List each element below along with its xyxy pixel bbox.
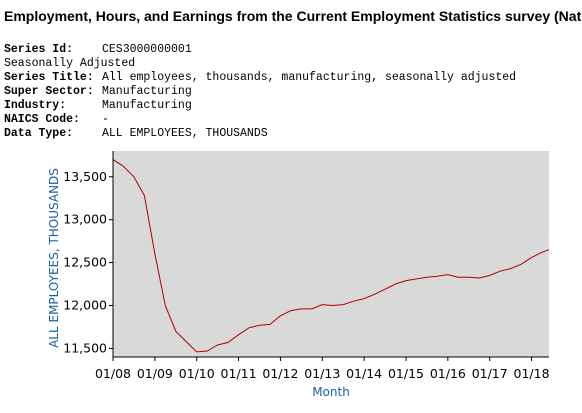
y-axis-label: ALL EMPLOYEES, THOUSANDS [47, 168, 61, 348]
series-info-row: Series Title: All employees, thousands, m… [4, 71, 516, 85]
series-info-value: ALL EMPLOYEES, THOUSANDS [102, 127, 268, 140]
x-tick-label: 01/11 [221, 366, 257, 381]
series-info-key: NAICS Code: [4, 113, 80, 126]
x-tick-label: 01/10 [179, 366, 215, 381]
series-info-row: Data Type: ALL EMPLOYEES, THOUSANDS [4, 127, 516, 141]
series-info-row: NAICS Code: - [4, 113, 516, 127]
y-tick-label: 13,500 [63, 169, 107, 184]
series-info: Series Id: CES3000000001 Seasonally Adjust… [4, 43, 516, 141]
x-tick-label: 01/08 [95, 366, 131, 381]
series-info-value: CES3000000001 [102, 43, 192, 56]
page-title: Employment, Hours, and Earnings from the… [4, 8, 582, 24]
x-tick-label: 01/16 [430, 366, 466, 381]
y-tick-label: 12,000 [63, 298, 107, 313]
series-info-key: Series Id: [4, 43, 74, 56]
series-info-value: Manufacturing [102, 99, 192, 112]
series-line [112, 159, 550, 353]
y-tick-label: 11,500 [63, 340, 107, 355]
x-tick-label: 01/17 [472, 366, 508, 381]
x-tick-label: 01/12 [262, 366, 298, 381]
series-info-row: Super Sector: Manufacturing [4, 85, 516, 99]
series-info-key: Industry: [4, 99, 67, 112]
series-info-row: Industry: Manufacturing [4, 99, 516, 113]
y-tick-label: 12,500 [63, 255, 107, 270]
series-info-row: Seasonally Adjusted [4, 57, 516, 71]
series-info-value: All employees, thousands, manufacturing,… [102, 71, 517, 84]
series-info-key: Super Sector: [4, 85, 94, 98]
x-tick-label: 01/18 [514, 366, 550, 381]
y-tick-label: 13,000 [63, 212, 107, 227]
x-tick-label: 01/13 [304, 366, 340, 381]
plot-area [113, 151, 549, 357]
series-info-value: Manufacturing [102, 85, 192, 98]
x-axis-label: Month [312, 385, 350, 399]
series-info-key: Series Title: [4, 71, 94, 84]
series-info-value: - [102, 113, 109, 126]
series-info-key: Seasonally Adjusted [4, 57, 136, 70]
x-tick-label: 01/09 [137, 366, 173, 381]
series-info-row: Series Id: CES3000000001 [4, 43, 516, 57]
x-tick-label: 01/14 [346, 366, 382, 381]
x-tick-label: 01/15 [388, 366, 424, 381]
series-info-key: Data Type: [4, 127, 74, 140]
